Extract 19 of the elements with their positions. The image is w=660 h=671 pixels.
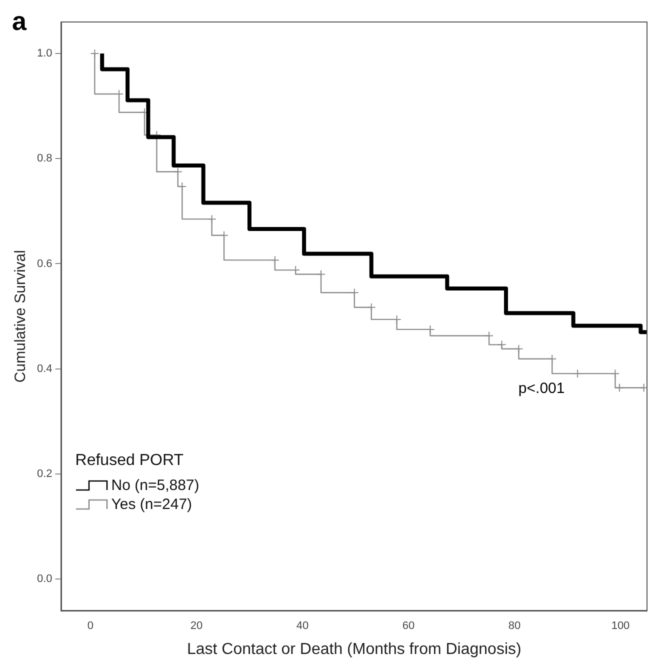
y-tick-label: 0.2 xyxy=(36,468,52,480)
x-tick-label: 20 xyxy=(190,620,203,632)
y-tick-label: 1.0 xyxy=(36,48,52,60)
y-tick-label: 0.6 xyxy=(36,258,52,270)
chart-title: a xyxy=(12,6,26,37)
x-axis-title: Last Contact or Death (Months from Diagnosis) xyxy=(186,640,522,658)
legend-title: Refused PORT xyxy=(75,452,184,470)
x-tick-label: 80 xyxy=(508,620,521,632)
y-tick-label: 0.4 xyxy=(36,362,52,375)
y-tick-label: 0.0 xyxy=(36,573,52,586)
annotation: p<.001 xyxy=(518,380,565,397)
legend-label: Yes (n=247) xyxy=(111,494,192,514)
y-axis-title: Cumulative Survival xyxy=(12,250,30,383)
x-tick-label: 40 xyxy=(296,620,309,632)
x-tick-label: 0 xyxy=(87,620,94,632)
x-tick-label: 60 xyxy=(402,620,415,632)
y-tick-label: 0.8 xyxy=(36,152,52,165)
x-tick-label: 100 xyxy=(611,620,630,632)
legend-label: No (n=5,887) xyxy=(111,476,200,495)
